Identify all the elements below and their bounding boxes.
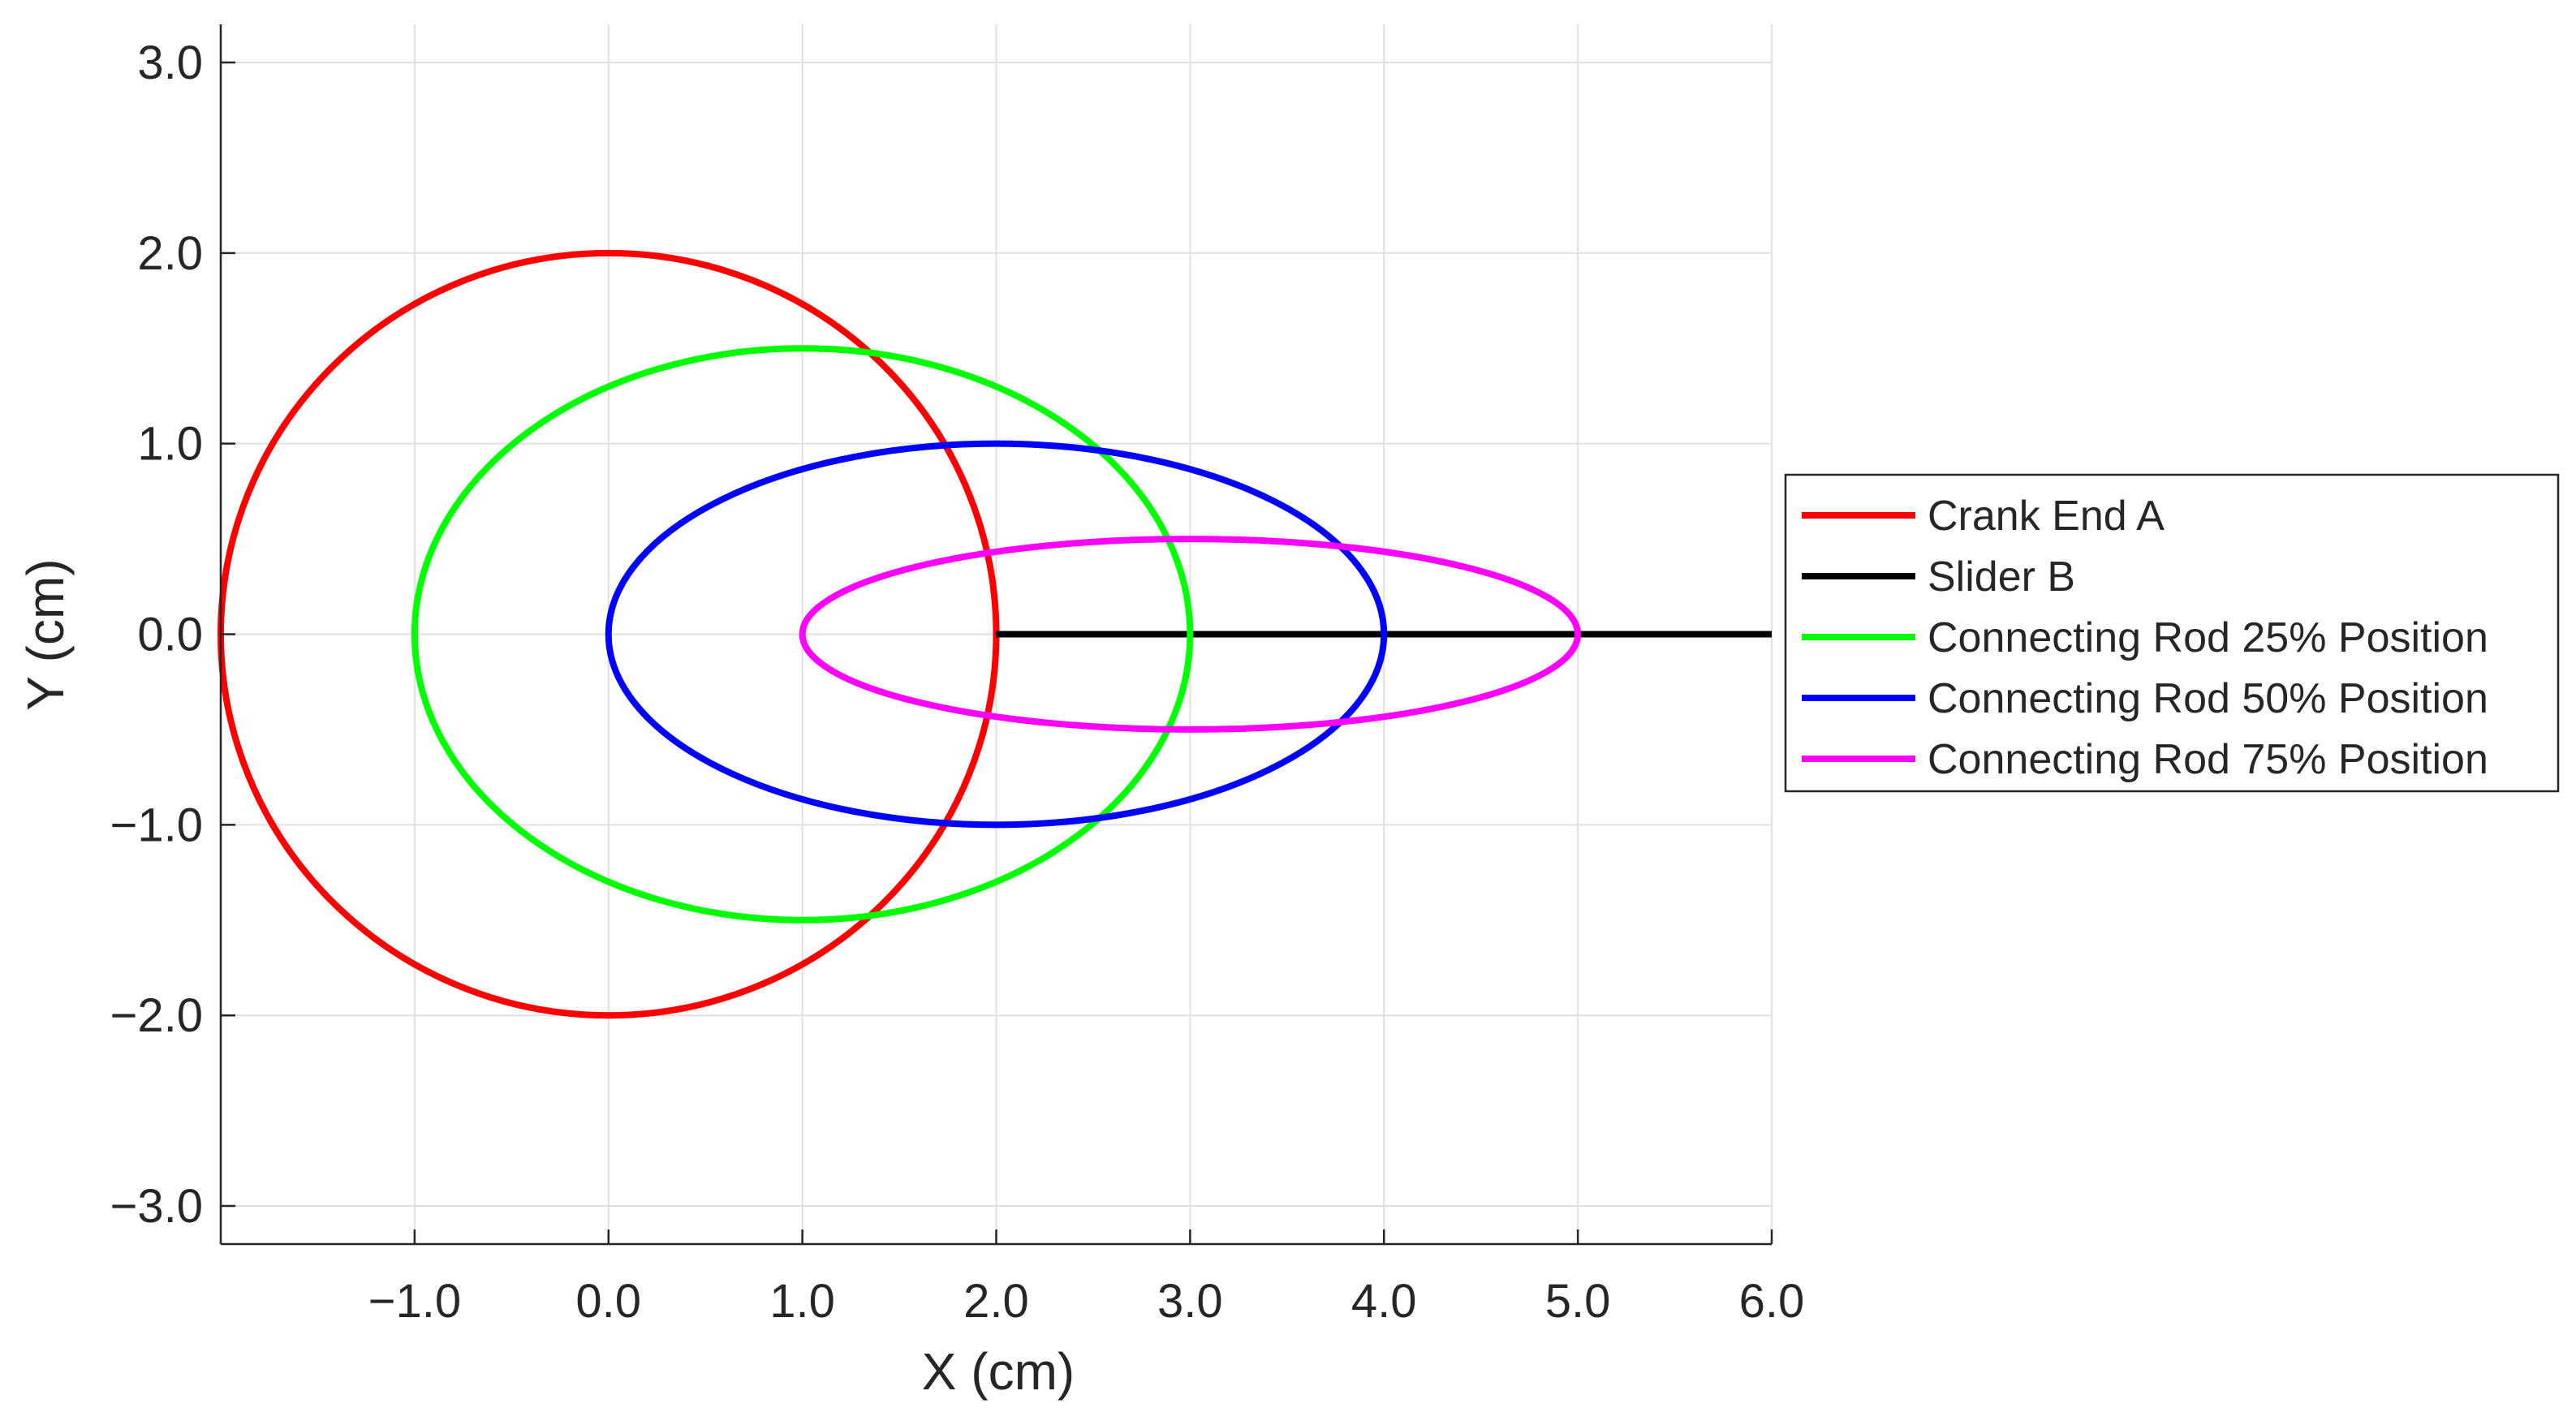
y-axis-label: Y (cm) [16,558,75,710]
x-tick-label: 4.0 [1351,1275,1417,1328]
axes [219,24,1773,1246]
x-tick-label: 2.0 [963,1275,1029,1328]
legend-box [1784,473,2560,793]
y-tick-label: 2.0 [137,227,203,280]
legend-entry: Slider B [1928,553,2075,601]
legend-entry: Connecting Rod 25% Position [1928,614,2488,661]
x-tick-label: 3.0 [1157,1275,1223,1328]
tick-labels: −1.0 0.0 1.0 2.0 3.0 4.0 5.0 6.0 −3.0 −2.0 −1.0 0.0… [110,37,1805,1328]
y-tick-label: −1.0 [110,799,204,851]
legend: Crank End A Slider B Connecting Rod 25% Po… [1784,473,2560,793]
y-tick-label: −2.0 [110,989,204,1042]
y-tick-label: 1.0 [137,418,203,471]
series-connecting-rod-25-position [411,345,1194,924]
series-connecting-rod-75-position [799,536,1582,733]
legend-entry: Connecting Rod 75% Position [1928,736,2488,783]
x-tick-label: 6.0 [1739,1275,1805,1328]
x-tick-label: 5.0 [1545,1275,1611,1328]
x-tick-label: −1.0 [368,1275,462,1328]
y-tick-label: 3.0 [137,37,203,89]
x-axis-label: X (cm) [922,1342,1075,1401]
legend-entry: Crank End A [1928,493,2165,540]
y-tick-label: 0.0 [137,609,203,661]
legend-entry: Connecting Rod 50% Position [1928,675,2488,722]
x-tick-label: 0.0 [575,1275,641,1328]
y-tick-label: −3.0 [110,1180,204,1233]
x-tick-label: 1.0 [769,1275,835,1328]
series-connecting-rod-50-position [605,440,1388,829]
